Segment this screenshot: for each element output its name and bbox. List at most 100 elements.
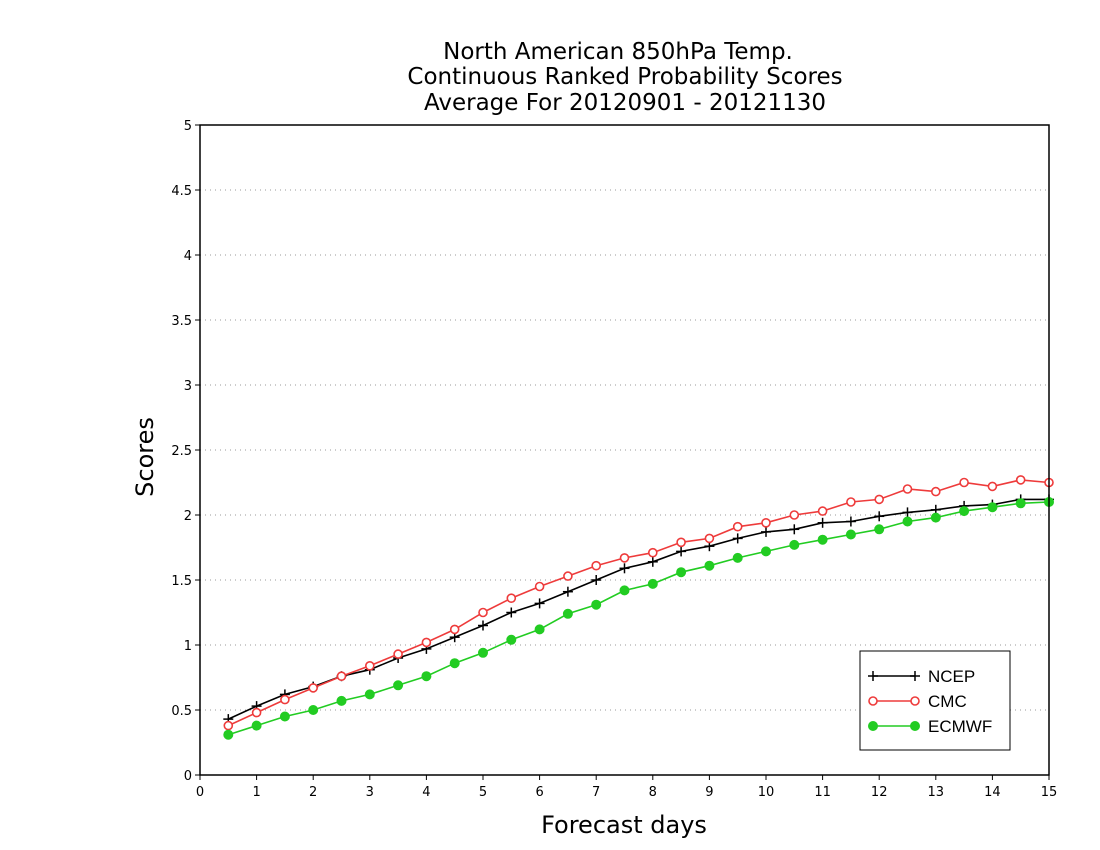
data-point-ncep bbox=[506, 607, 517, 618]
data-point-ecmwf bbox=[789, 539, 800, 550]
data-point-ecmwf bbox=[959, 506, 970, 517]
y-tick-label: 4.5 bbox=[171, 184, 192, 199]
data-point-ecmwf bbox=[704, 560, 715, 571]
data-point-cmc bbox=[591, 560, 602, 571]
data-point-ncep bbox=[647, 556, 658, 567]
data-point-ecmwf bbox=[817, 534, 828, 545]
data-point-cmc bbox=[421, 637, 432, 648]
chart-title-line-2: Continuous Ranked Probability Scores bbox=[407, 64, 842, 90]
data-point-ecmwf bbox=[364, 689, 375, 700]
data-point-ncep bbox=[732, 533, 743, 544]
data-point-ecmwf bbox=[251, 720, 262, 731]
data-point-cmc bbox=[534, 581, 545, 592]
data-point-cmc bbox=[817, 506, 828, 516]
data-point-ecmwf bbox=[562, 608, 573, 619]
data-point-ncep bbox=[676, 546, 687, 557]
y-axis-label: Scores bbox=[131, 417, 159, 497]
x-tick-label: 1 bbox=[252, 785, 260, 800]
data-point-ecmwf bbox=[1015, 498, 1026, 509]
legend-marker bbox=[910, 671, 920, 681]
data-point-cmc bbox=[732, 521, 743, 532]
y-tick-label: 1 bbox=[184, 639, 192, 654]
x-tick-label: 2 bbox=[309, 785, 317, 800]
data-point-ncep bbox=[562, 586, 573, 597]
x-tick-label: 3 bbox=[366, 785, 374, 800]
data-point-ncep bbox=[761, 526, 771, 537]
data-point-ecmwf bbox=[336, 695, 347, 706]
data-point-ecmwf bbox=[393, 680, 404, 691]
x-tick-label: 5 bbox=[479, 785, 487, 800]
data-point-cmc bbox=[761, 517, 771, 528]
data-point-ecmwf bbox=[506, 634, 517, 645]
data-point-cmc bbox=[647, 547, 658, 558]
data-point-ecmwf bbox=[279, 711, 290, 722]
data-point-cmc bbox=[987, 481, 998, 492]
data-point-ncep bbox=[619, 563, 630, 574]
gridlines bbox=[200, 189, 1049, 711]
data-point-cmc bbox=[478, 607, 488, 618]
x-tick-label: 8 bbox=[649, 785, 657, 800]
data-point-ecmwf bbox=[647, 578, 658, 589]
x-tick-label: 6 bbox=[535, 785, 543, 800]
data-point-cmc bbox=[902, 484, 913, 494]
y-tick-label: 0.5 bbox=[171, 704, 192, 719]
data-point-cmc bbox=[930, 486, 941, 497]
x-tick-label: 0 bbox=[196, 785, 204, 800]
data-point-ecmwf bbox=[676, 567, 687, 578]
legend-marker bbox=[868, 696, 878, 706]
y-tick-label: 3.5 bbox=[171, 314, 192, 329]
legend-marker bbox=[910, 696, 920, 706]
y-tick-label: 5 bbox=[184, 119, 192, 134]
legend: NCEP CMC ECMWF bbox=[859, 650, 1011, 751]
data-point-cmc bbox=[280, 694, 290, 705]
data-point-ncep bbox=[845, 516, 856, 527]
y-tick-label: 2 bbox=[184, 509, 192, 524]
legend-item-cmc: CMC bbox=[868, 692, 967, 711]
data-point-cmc bbox=[364, 660, 375, 671]
data-point-ecmwf bbox=[478, 647, 488, 658]
data-point-ecmwf bbox=[421, 671, 432, 682]
legend-marker bbox=[910, 721, 920, 731]
data-point-ncep bbox=[478, 620, 488, 631]
data-point-cmc bbox=[1015, 475, 1026, 485]
series-lines bbox=[223, 475, 1054, 740]
data-point-cmc bbox=[846, 497, 856, 507]
x-tick-label: 14 bbox=[984, 785, 1001, 800]
chart-title: North American 850hPa Temp. Continuous R… bbox=[407, 39, 842, 116]
chart-title-line-1: North American 850hPa Temp. bbox=[443, 39, 793, 65]
chart-title-line-3: Average For 20120901 - 20121130 bbox=[424, 90, 826, 116]
plot-frame bbox=[199, 124, 1050, 776]
series-ecmwf bbox=[223, 497, 1054, 740]
data-point-cmc bbox=[874, 494, 885, 505]
legend-label: CMC bbox=[928, 692, 967, 711]
data-point-ecmwf bbox=[902, 516, 913, 527]
series-cmc bbox=[223, 475, 1054, 731]
legend-label: ECMWF bbox=[928, 717, 992, 736]
x-axis-label: Forecast days bbox=[541, 811, 707, 839]
data-point-cmc bbox=[704, 533, 715, 544]
data-point-cmc bbox=[506, 593, 517, 604]
data-point-ncep bbox=[534, 598, 545, 609]
data-point-ecmwf bbox=[591, 599, 602, 610]
y-tick-label: 4 bbox=[184, 249, 192, 264]
data-point-ncep bbox=[817, 517, 828, 528]
data-point-ecmwf bbox=[930, 512, 941, 523]
legend-item-ecmwf: ECMWF bbox=[868, 717, 992, 736]
y-tick-label: 0 bbox=[184, 769, 192, 784]
data-point-ecmwf bbox=[308, 705, 319, 715]
data-point-ncep bbox=[874, 511, 885, 522]
data-point-cmc bbox=[789, 510, 800, 520]
data-point-cmc bbox=[251, 707, 262, 718]
data-point-cmc bbox=[619, 553, 630, 563]
data-point-ncep bbox=[591, 575, 602, 585]
data-point-ecmwf bbox=[619, 585, 630, 596]
data-point-ecmwf bbox=[534, 624, 545, 635]
x-tick-label: 11 bbox=[814, 785, 831, 800]
data-point-ncep bbox=[902, 507, 913, 518]
data-point-cmc bbox=[336, 671, 347, 682]
data-point-cmc bbox=[959, 477, 969, 488]
legend-item-ncep: NCEP bbox=[868, 667, 975, 686]
data-point-cmc bbox=[676, 537, 686, 548]
x-tick-label: 9 bbox=[705, 785, 713, 800]
